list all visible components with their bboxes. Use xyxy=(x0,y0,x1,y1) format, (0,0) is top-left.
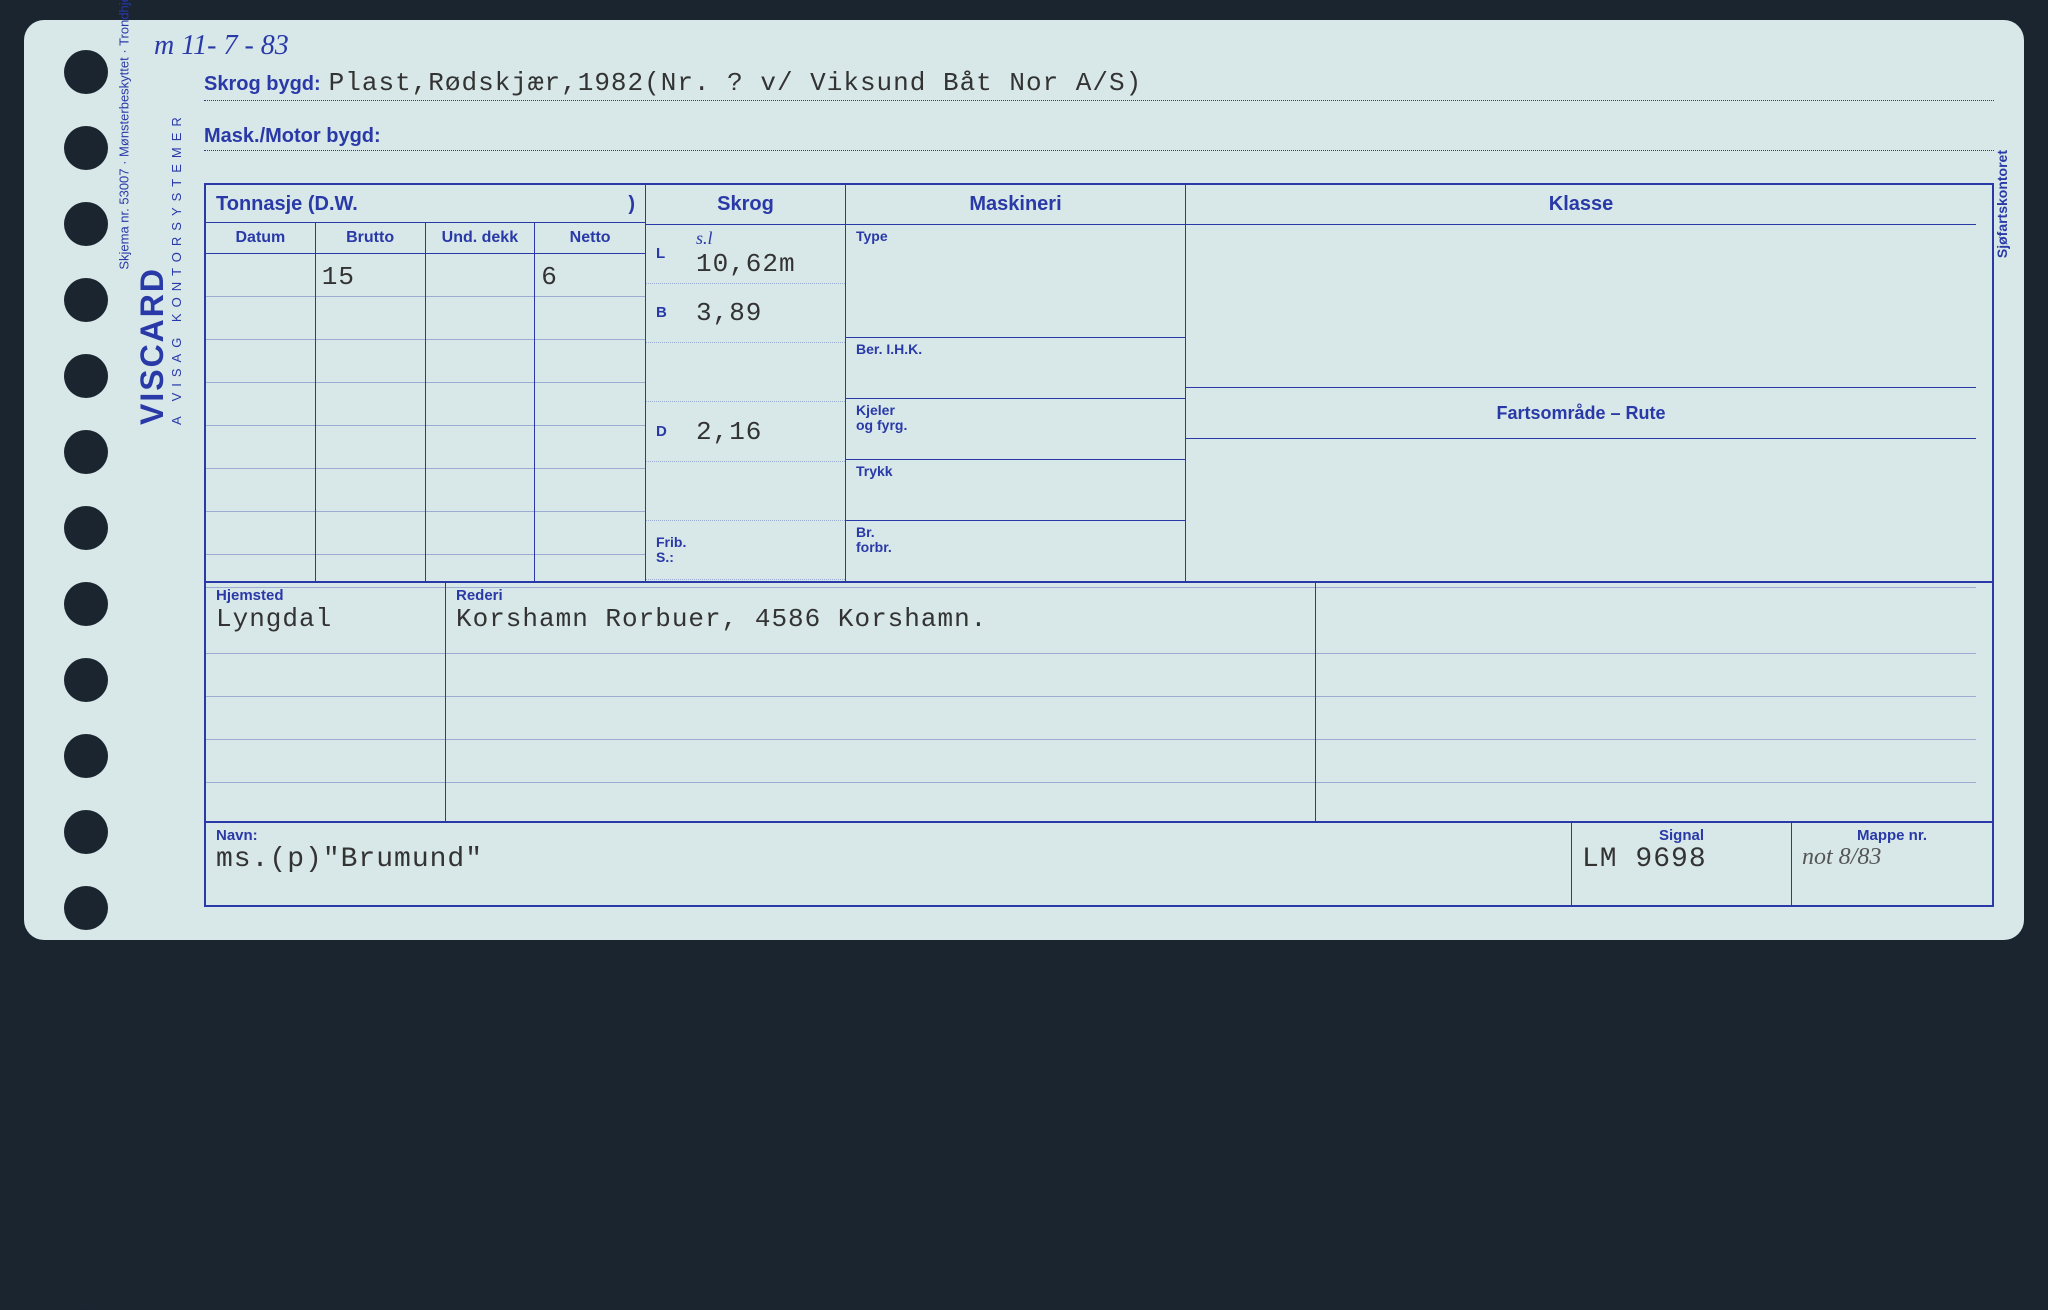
mask-ber-label: Ber. I.H.K. xyxy=(856,342,922,357)
tonnasje-unddekk-hdr: Und. dekk xyxy=(426,223,536,253)
punch-holes xyxy=(64,50,108,1310)
signal-cell: Signal LM 9698 xyxy=(1572,823,1792,905)
skrog-body: L s.l 10,62m B 3,89 D 2,16 xyxy=(646,225,845,581)
mask-br-label: Br. forbr. xyxy=(856,525,892,556)
tonnasje-brutto-hdr: Brutto xyxy=(316,223,426,253)
tonnasje-body: 15 6 xyxy=(206,254,645,581)
klasse-header: Klasse xyxy=(1186,185,1976,225)
brand-sub: A VISAG KONTORSYSTEMER xyxy=(169,111,184,425)
index-card: VISCARD A VISAG KONTORSYSTEMER Skjema nr… xyxy=(24,20,2024,940)
motor-bygd-label: Mask./Motor bygd: xyxy=(204,125,381,148)
skrog-col: Skrog L s.l 10,62m B 3,89 xyxy=(646,185,846,581)
skrog-bygd-row: Skrog bygd: Plast,Rødskjær,1982(Nr. ? v/… xyxy=(204,68,1994,101)
content: Sjøfartskontoret m 11- 7 - 83 Skrog bygd… xyxy=(204,40,1994,920)
klasse-farts-label: Fartsområde – Rute xyxy=(1496,403,1665,424)
skrog-bygd-label: Skrog bygd: xyxy=(204,73,321,96)
signal-value: LM 9698 xyxy=(1582,844,1781,875)
tonnasje-datum-hdr: Datum xyxy=(206,223,316,253)
maskineri-col: Maskineri Type Ber. I.H.K. Kjeler og fyr… xyxy=(846,185,1186,581)
mappe-value: not 8/83 xyxy=(1802,844,1982,871)
skrog-D: 2,16 xyxy=(696,417,762,447)
klasse-col: Klasse Fartsområde – Rute xyxy=(1186,185,1976,581)
maskineri-body: Type Ber. I.H.K. Kjeler og fyrg. Trykk B… xyxy=(846,225,1185,581)
brand-title: VISCARD xyxy=(134,111,171,425)
skrog-header: Skrog xyxy=(646,185,845,225)
mask-type-label: Type xyxy=(856,229,888,244)
mask-kjeler-label: Kjeler og fyrg. xyxy=(856,403,907,434)
tonnasje-subheaders: Datum Brutto Und. dekk Netto xyxy=(206,223,645,254)
top-fields: Skrog bygd: Plast,Rødskjær,1982(Nr. ? v/… xyxy=(204,40,1994,183)
motor-bygd-row: Mask./Motor bygd: xyxy=(204,125,1994,151)
rederi-value: Korshamn Rorbuer, 4586 Korshamn. xyxy=(456,604,987,634)
maskineri-header: Maskineri xyxy=(846,185,1185,225)
sjofart-label: Sjøfartskontoret xyxy=(1994,150,2010,258)
signal-label: Signal xyxy=(1582,827,1781,844)
navn-value: ms.(p)"Brumund" xyxy=(216,844,1561,875)
tonnasje-brutto: 15 xyxy=(322,262,355,292)
owner-row: Hjemsted Lyngdal Rederi Korshamn Rorbuer… xyxy=(204,583,1994,823)
skrog-L: 10,62m xyxy=(696,249,796,279)
hjemsted-cell: Hjemsted Lyngdal xyxy=(206,583,446,821)
mappe-cell: Mappe nr. not 8/83 xyxy=(1792,823,1992,905)
skrog-frib-label: Frib. S.: xyxy=(656,535,686,566)
owner-right-cell xyxy=(1316,583,1976,821)
tonnasje-netto: 6 xyxy=(541,262,558,292)
navn-cell: Navn: ms.(p)"Brumund" xyxy=(206,823,1572,905)
tonnasje-col: Tonnasje (D.W. ) Datum Brutto Und. dekk … xyxy=(206,185,646,581)
side-fineprint: Skjema nr. 53007 · Mønsterbeskyttet · Tr… xyxy=(117,0,132,480)
skrog-B: 3,89 xyxy=(696,298,762,328)
tonnasje-header: Tonnasje (D.W. ) xyxy=(206,185,645,223)
tonnasje-netto-hdr: Netto xyxy=(535,223,645,253)
mask-trykk-label: Trykk xyxy=(856,464,893,479)
main-table: Tonnasje (D.W. ) Datum Brutto Und. dekk … xyxy=(204,183,1994,583)
navn-label: Navn: xyxy=(216,827,1561,844)
brand-sideways: VISCARD A VISAG KONTORSYSTEMER xyxy=(134,111,184,425)
mappe-label: Mappe nr. xyxy=(1802,827,1982,844)
handwritten-date: m 11- 7 - 83 xyxy=(154,30,289,62)
rederi-cell: Rederi Korshamn Rorbuer, 4586 Korshamn. xyxy=(446,583,1316,821)
bottom-row: Navn: ms.(p)"Brumund" Signal LM 9698 Map… xyxy=(204,823,1994,907)
tonnasje-header-right: ) xyxy=(628,193,635,216)
hjemsted-label: Hjemsted xyxy=(216,587,435,604)
skrog-L-note: s.l xyxy=(696,228,796,249)
tonnasje-header-left: Tonnasje (D.W. xyxy=(216,193,358,216)
rederi-label: Rederi xyxy=(456,587,1305,604)
hjemsted-value: Lyngdal xyxy=(216,604,332,634)
skrog-bygd-value: Plast,Rødskjær,1982(Nr. ? v/ Viksund Båt… xyxy=(329,68,1143,98)
klasse-body: Fartsområde – Rute xyxy=(1186,225,1976,581)
